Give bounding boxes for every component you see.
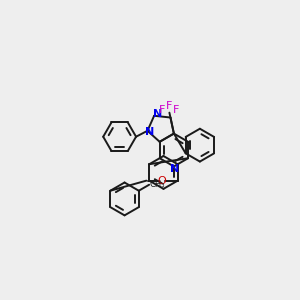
Text: F: F [173, 105, 179, 115]
Text: CH₃: CH₃ [149, 180, 165, 189]
Text: F: F [166, 101, 172, 111]
Text: N: N [152, 109, 162, 119]
Text: F: F [159, 105, 165, 115]
Text: N: N [145, 127, 154, 137]
Text: N: N [170, 164, 179, 174]
Text: O: O [157, 176, 166, 186]
